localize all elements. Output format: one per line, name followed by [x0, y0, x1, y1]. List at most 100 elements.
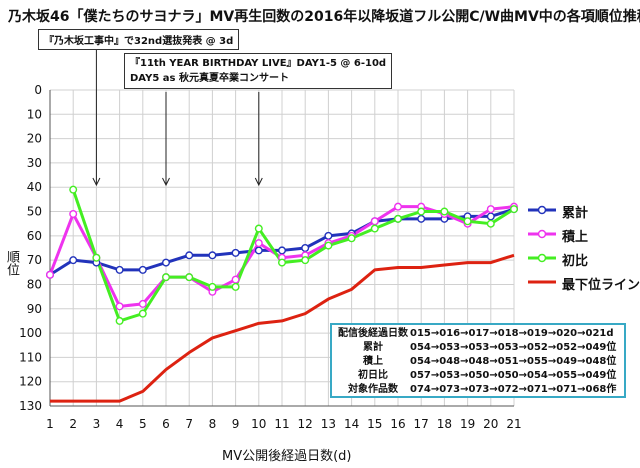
data-point-first-day: [115, 316, 124, 325]
legend-marker-first-day: [528, 253, 556, 263]
table-row-value: 074→073→073→072→071→071→068作: [410, 384, 617, 395]
rank-summary-table: 配信後経過日数 015→016→017→018→019→020→021d 累計 …: [330, 323, 626, 398]
table-row-label: 対象作品数: [348, 384, 398, 395]
table-row-first-day: 初日比 057→053→050→050→054→055→049位: [336, 369, 620, 383]
data-point-first-day: [278, 258, 287, 267]
annotation-arrow-day10-head: [254, 177, 263, 187]
table-row-label: 積上: [363, 356, 383, 367]
chart-title: 乃木坂46「僕たちのサヨナラ」MV再生回数の2016年以降坂道フル公開C/W曲M…: [8, 9, 640, 25]
x-tick-label: 11: [274, 417, 289, 431]
data-point-cumulative: [138, 265, 147, 274]
data-point-stack: [231, 275, 240, 284]
data-point-stack: [46, 270, 55, 279]
y-tick-label: 130: [19, 399, 42, 413]
data-point-stack: [370, 217, 379, 226]
data-point-cumulative: [417, 214, 426, 223]
data-point-first-day: [463, 217, 472, 226]
data-point-first-day: [138, 309, 147, 318]
data-point-first-day: [394, 214, 403, 223]
y-tick-label: 100: [19, 326, 42, 340]
data-point-stack: [69, 209, 78, 218]
data-point-cumulative: [231, 248, 240, 257]
data-point-cumulative: [301, 243, 310, 252]
annotation-senbatsu: 『乃木坂工事中』で32nd選抜発表 @ 3d: [38, 29, 240, 50]
x-tick-label: 8: [209, 417, 217, 431]
data-point-stack: [138, 299, 147, 308]
y-tick-label: 0: [34, 83, 42, 97]
table-row-value: 054→048→048→051→055→049→048位: [410, 356, 617, 367]
y-tick-label: 10: [27, 107, 42, 121]
x-tick-label: 2: [69, 417, 77, 431]
data-point-cumulative: [161, 258, 170, 267]
annotation-arrow-day3-head: [92, 177, 101, 187]
x-tick-label: 20: [483, 417, 498, 431]
data-point-first-day: [440, 207, 449, 216]
data-point-cumulative: [115, 265, 124, 274]
x-tick-label: 10: [251, 417, 266, 431]
data-point-first-day: [370, 224, 379, 233]
data-point-first-day: [208, 282, 217, 291]
data-point-first-day: [69, 185, 78, 194]
y-axis-label: 順位: [4, 250, 19, 276]
x-tick-label: 4: [116, 417, 124, 431]
table-row-stack: 積上 054→048→048→051→055→049→048位: [336, 355, 620, 369]
x-tick-label: 5: [139, 417, 147, 431]
x-tick-label: 17: [414, 417, 429, 431]
table-row-label: 累計: [363, 342, 383, 353]
x-tick-label: 12: [298, 417, 313, 431]
data-point-first-day: [254, 224, 263, 233]
x-tick-label: 1: [46, 417, 54, 431]
legend-label-lowest-line: 最下位ライン: [562, 278, 640, 293]
x-tick-label: 7: [185, 417, 193, 431]
data-point-stack: [486, 205, 495, 214]
x-tick-label: 6: [162, 417, 170, 431]
table-row-value: 015→016→017→018→019→020→021d: [410, 328, 614, 339]
data-point-first-day: [92, 253, 101, 262]
legend-marker-stack: [528, 229, 556, 239]
annotation-senbatsu-text: 『乃木坂工事中』で32nd選抜発表 @ 3d: [44, 36, 234, 47]
x-tick-label: 16: [390, 417, 405, 431]
data-point-first-day: [185, 273, 194, 282]
legend-label-first-day: 初比: [562, 254, 589, 269]
x-axis-label: MV公開後経過日数(d): [222, 449, 352, 464]
data-point-first-day: [301, 256, 310, 265]
y-tick-label: 70: [27, 253, 42, 267]
data-point-cumulative: [278, 246, 287, 255]
table-row-count: 対象作品数 074→073→073→072→071→071→068作: [336, 383, 620, 397]
data-point-stack: [254, 239, 263, 248]
y-tick-label: 30: [27, 156, 42, 170]
y-tick-label: 40: [27, 180, 42, 194]
y-tick-label: 90: [27, 302, 42, 316]
x-tick-label: 21: [506, 417, 521, 431]
data-point-cumulative: [185, 251, 194, 260]
data-point-first-day: [510, 205, 519, 214]
x-tick-label: 9: [232, 417, 240, 431]
y-tick-label: 20: [27, 132, 42, 146]
data-point-stack: [394, 202, 403, 211]
legend-marker-lowest-line: [528, 280, 556, 284]
annotation-arrow-day6-head: [162, 177, 170, 187]
data-point-first-day: [417, 207, 426, 216]
annotation-birthday-live: 『11th YEAR BIRTHDAY LIVE』DAY1-5 @ 6-10d …: [124, 53, 393, 89]
table-row-label: 配信後経過日数: [338, 328, 408, 339]
data-point-first-day: [347, 234, 356, 243]
data-point-cumulative: [69, 256, 78, 265]
table-row-days: 配信後経過日数 015→016→017→018→019→020→021d: [336, 327, 620, 341]
data-point-first-day: [161, 273, 170, 282]
x-tick-label: 19: [460, 417, 475, 431]
y-tick-label: 120: [19, 375, 42, 389]
data-point-first-day: [231, 282, 240, 291]
x-tick-label: 15: [367, 417, 382, 431]
x-tick-label: 14: [344, 417, 359, 431]
table-row-cumulative: 累計 054→053→053→053→052→052→049位: [336, 341, 620, 355]
data-point-cumulative: [324, 231, 333, 240]
data-point-cumulative: [208, 251, 217, 260]
data-point-stack: [115, 302, 124, 311]
data-point-cumulative: [486, 212, 495, 221]
table-row-value: 057→053→050→050→054→055→049位: [410, 370, 617, 381]
table-row-value: 054→053→053→053→052→052→049位: [410, 342, 617, 353]
annotation-birthday-live-line1: 『11th YEAR BIRTHDAY LIVE』DAY1-5 @ 6-10d: [130, 58, 387, 69]
data-point-first-day: [324, 241, 333, 250]
table-row-label: 初日比: [358, 370, 388, 381]
